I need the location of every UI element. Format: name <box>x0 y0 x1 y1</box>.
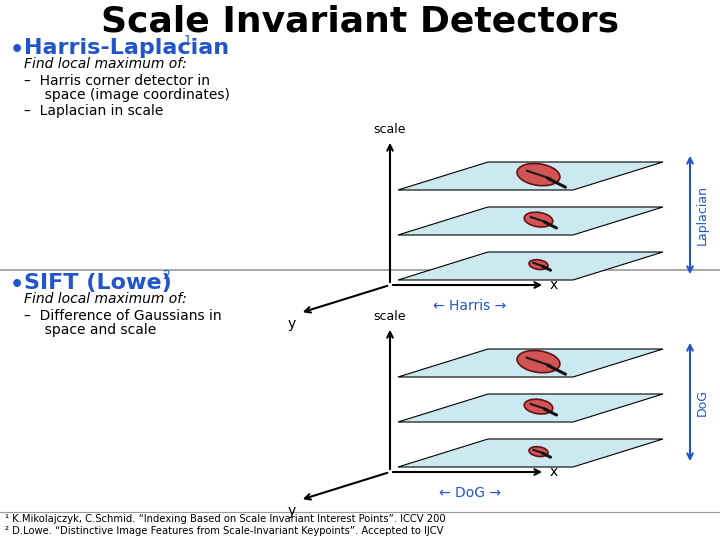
Polygon shape <box>398 439 663 467</box>
Text: ← DoG →: ← DoG → <box>439 486 501 500</box>
Text: •: • <box>10 275 24 295</box>
Polygon shape <box>398 349 663 377</box>
Text: x: x <box>550 278 558 292</box>
Text: Find local maximum of:: Find local maximum of: <box>24 57 186 71</box>
Polygon shape <box>398 252 663 280</box>
Text: –  Harris corner detector in: – Harris corner detector in <box>24 74 210 88</box>
Text: scale: scale <box>374 123 406 136</box>
Ellipse shape <box>529 447 548 456</box>
Text: DoG: DoG <box>696 388 709 415</box>
Polygon shape <box>398 394 663 422</box>
Ellipse shape <box>517 164 560 186</box>
Ellipse shape <box>529 260 548 269</box>
Text: x: x <box>550 465 558 479</box>
Text: •: • <box>10 40 24 60</box>
Ellipse shape <box>524 212 553 227</box>
Text: –  Laplacian in scale: – Laplacian in scale <box>24 104 163 118</box>
Text: scale: scale <box>374 310 406 323</box>
Polygon shape <box>398 207 663 235</box>
Text: space (image coordinates): space (image coordinates) <box>36 88 230 102</box>
Text: Harris-Laplacian: Harris-Laplacian <box>24 38 229 58</box>
Text: Laplacian: Laplacian <box>696 185 709 245</box>
Ellipse shape <box>524 399 553 414</box>
Text: SIFT (Lowe): SIFT (Lowe) <box>24 273 172 293</box>
Text: –  Difference of Gaussians in: – Difference of Gaussians in <box>24 309 222 323</box>
Text: Scale Invariant Detectors: Scale Invariant Detectors <box>101 5 619 39</box>
Text: Find local maximum of:: Find local maximum of: <box>24 292 186 306</box>
Polygon shape <box>398 162 663 190</box>
Ellipse shape <box>517 350 560 373</box>
Text: y: y <box>288 504 296 518</box>
Text: 1: 1 <box>184 34 192 47</box>
Text: space and scale: space and scale <box>36 323 156 337</box>
Text: ² D.Lowe. “Distinctive Image Features from Scale-Invariant Keypoints”. Accepted : ² D.Lowe. “Distinctive Image Features fr… <box>5 526 444 536</box>
Text: y: y <box>288 317 296 331</box>
Text: 2: 2 <box>162 269 170 282</box>
Text: ¹ K.Mikolajczyk, C.Schmid. “Indexing Based on Scale Invariant Interest Points”. : ¹ K.Mikolajczyk, C.Schmid. “Indexing Bas… <box>5 514 446 524</box>
Text: ← Harris →: ← Harris → <box>433 299 507 313</box>
